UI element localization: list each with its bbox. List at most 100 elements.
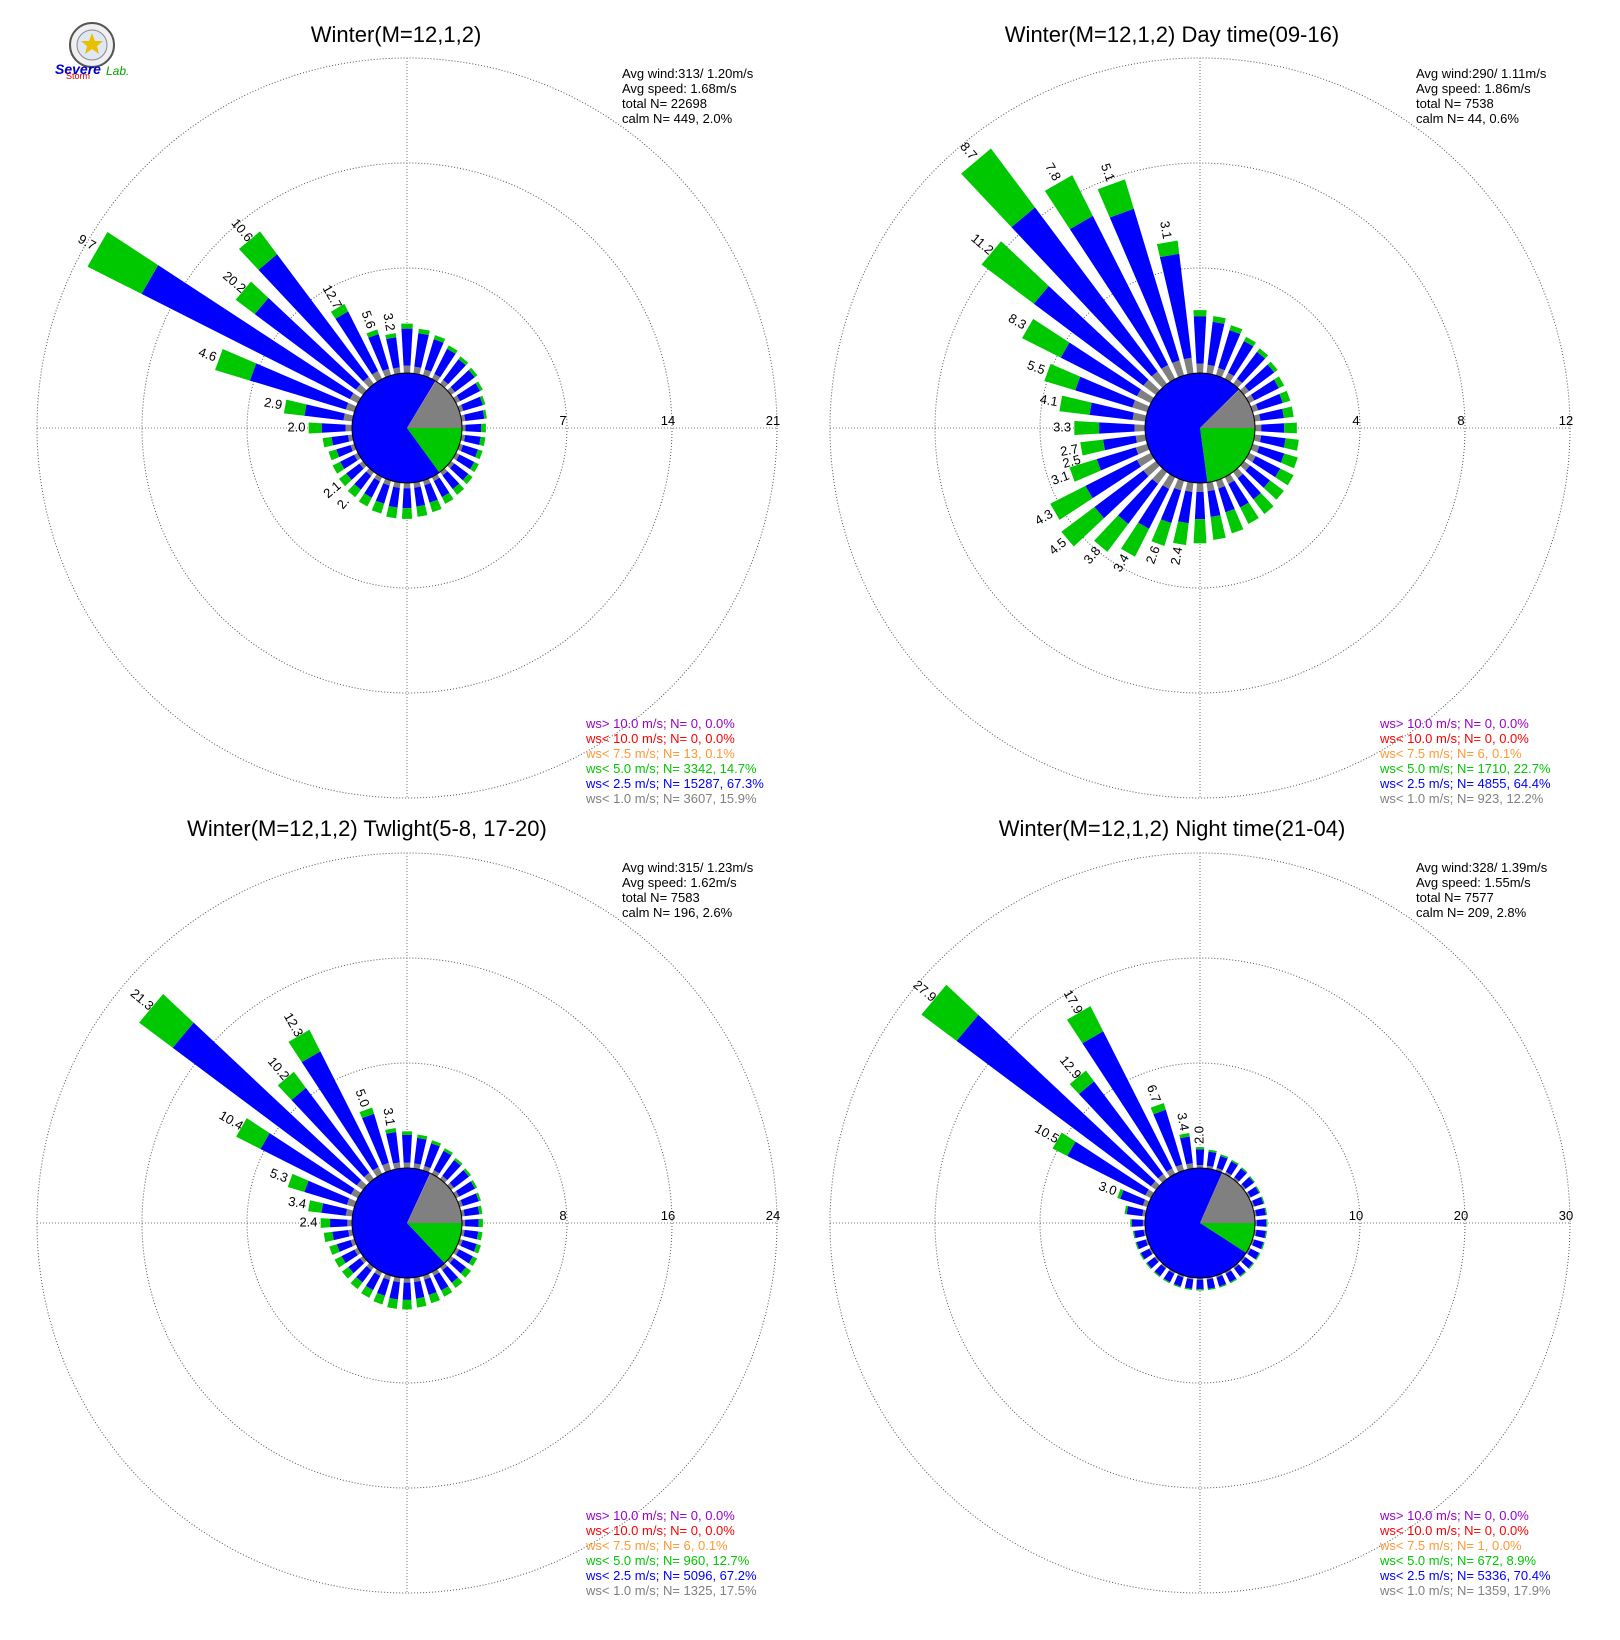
bar-value-label: 3.8 (1080, 543, 1103, 566)
bar-segment-calm-low (1250, 443, 1260, 453)
bar-segment-lt-2.5 (464, 434, 481, 445)
bar-segment-lt-5.0 (341, 1266, 354, 1279)
stat-line: Avg speed: 1.86m/s (1416, 81, 1531, 96)
bar-segment-calm-low (447, 1255, 455, 1264)
bar-segment-lt-5.0 (1173, 521, 1189, 546)
bar-segment-lt-2.5 (386, 337, 400, 369)
bar-segment-lt-2.5 (1103, 435, 1137, 451)
bar-segment-lt-5.0 (447, 345, 458, 354)
panel-title: Winter(M=12,1,2) Twlight(5-8, 17-20) (187, 816, 547, 841)
bar-segment-lt-2.5 (1131, 1219, 1143, 1227)
bar-value-label: 3.1 (1049, 468, 1071, 488)
bar-segment-lt-5.0 (961, 148, 1035, 228)
bar-segment-lt-5.0 (1184, 1287, 1193, 1291)
bar-segment-lt-2.5 (1154, 1264, 1166, 1277)
bar-segment-lt-2.5 (461, 396, 483, 411)
bar-segment-lt-5.0 (443, 1148, 453, 1156)
bar-segment-lt-5.0 (981, 241, 1049, 304)
bar-value-label: 4.5 (1046, 535, 1069, 558)
bar-segment-lt-5.0 (1257, 348, 1269, 359)
legend-entry: ws< 1.0 m/s; N= 1325, 17.5% (585, 1583, 757, 1598)
bar-segment-lt-2.5 (450, 370, 475, 393)
bar-segment-lt-5.0 (1208, 1149, 1217, 1153)
bar-segment-lt-2.5 (956, 1014, 1156, 1187)
bar-segment-lt-2.5 (321, 423, 346, 433)
bar-segment-lt-2.5 (1194, 491, 1206, 520)
ring-tick-label: 12 (1559, 413, 1573, 428)
bar-segment-calm-low (439, 1263, 448, 1271)
bar-segment-calm-low (413, 366, 422, 375)
stat-line: calm N= 44, 0.6% (1416, 111, 1519, 126)
bar-segment-lt-5.0 (451, 1277, 463, 1289)
stat-line: Avg speed: 1.55m/s (1416, 875, 1531, 890)
bar-segment-lt-5.0 (1121, 522, 1150, 557)
bar-segment-lt-5.0 (332, 461, 345, 474)
bar-segment-lt-5.0 (1050, 485, 1093, 520)
bar-segment-lt-2.5 (1078, 1081, 1164, 1179)
bar-segment-lt-2.5 (1163, 1270, 1175, 1283)
bar-segment-lt-2.5 (1136, 1239, 1148, 1250)
calm-pie-blue (1144, 1167, 1247, 1278)
bar-segment-lt-5.0 (1022, 318, 1070, 358)
bar-segment-lt-5.0 (473, 1244, 482, 1254)
bar-segment-lt-2.5 (254, 297, 361, 390)
bar-segment-lt-5.0 (401, 1131, 413, 1136)
stat-line: calm N= 196, 2.6% (622, 905, 733, 920)
bar-segment-calm-low (453, 1190, 460, 1199)
bar-value-label: 4.6 (197, 344, 219, 364)
bar-segment-lt-5.0 (1225, 508, 1244, 534)
bar-segment-calm-low (413, 481, 421, 488)
bar-segment-lt-5.0 (1283, 438, 1299, 451)
bar-segment-calm-low (345, 424, 353, 432)
bar-segment-calm-low (1250, 1238, 1255, 1246)
bar-segment-lt-2.5 (1138, 485, 1170, 529)
bar-segment-lt-5.0 (1284, 422, 1297, 434)
bar-segment-lt-2.5 (424, 1143, 440, 1169)
bar-segment-calm-low (345, 1208, 354, 1217)
bar-segment-lt-5.0 (1207, 1287, 1216, 1291)
bar-segment-lt-2.5 (1228, 480, 1249, 508)
bar-segment-calm-low (439, 468, 448, 476)
bar-segment-lt-2.5 (1094, 470, 1149, 519)
legend-entry: ws< 5.0 m/s; N= 672, 8.9% (1379, 1553, 1537, 1568)
legend-entry: ws< 2.5 m/s; N= 5096, 67.2% (585, 1568, 757, 1583)
bar-segment-calm-low (1215, 1273, 1223, 1278)
bar-segment-lt-5.0 (1195, 1147, 1205, 1150)
bar-value-label: 3.4 (1174, 1111, 1192, 1131)
bar-segment-lt-5.0 (458, 356, 469, 366)
bar-segment-lt-2.5 (321, 1203, 347, 1216)
bar-segment-lt-5.0 (468, 367, 478, 378)
bar-segment-lt-5.0 (1156, 240, 1180, 258)
bar-segment-lt-5.0 (1139, 1252, 1145, 1261)
bar-value-label: 5.1 (1098, 161, 1118, 183)
bar-segment-lt-2.5 (258, 254, 369, 382)
bar-segment-calm-low (354, 1247, 361, 1256)
bar-segment-lt-5.0 (1280, 453, 1298, 469)
bar-segment-lt-5.0 (373, 1292, 385, 1305)
bar-value-label: 2.4 (1167, 546, 1185, 566)
bar-segment-lt-5.0 (1248, 1262, 1255, 1270)
bar-segment-calm-low (439, 379, 449, 388)
bar-segment-lt-5.0 (462, 473, 473, 485)
bar-segment-calm-low (1232, 1177, 1240, 1183)
bar-segment-lt-5.0 (401, 508, 413, 519)
bar-segment-lt-5.0 (1094, 515, 1129, 552)
bar-segment-lt-5.0 (359, 1107, 375, 1119)
calm-pie-blue (1144, 373, 1240, 484)
bar-segment-lt-2.5 (304, 1180, 350, 1205)
bar-segment-lt-5.0 (479, 436, 486, 447)
bar-segment-lt-5.0 (385, 333, 397, 339)
bar-segment-lt-5.0 (1210, 515, 1226, 540)
ring-tick-label: 8 (559, 1208, 566, 1223)
bar-value-label: 2.5 (1061, 452, 1082, 471)
bar-segment-lt-5.0 (235, 281, 269, 315)
bar-value-label: 3.1 (1157, 220, 1175, 240)
bar-value-label: 2.7 (1059, 441, 1079, 459)
bar-segment-calm-low (1224, 1171, 1232, 1177)
bar-segment-lt-2.5 (304, 404, 345, 421)
bar-segment-lt-5.0 (320, 1218, 331, 1228)
bar-segment-lt-5.0 (277, 1071, 306, 1100)
bar-segment-calm-low (366, 468, 375, 476)
bar-segment-lt-2.5 (1245, 465, 1270, 488)
ring-tick-label: 24 (766, 1208, 780, 1223)
